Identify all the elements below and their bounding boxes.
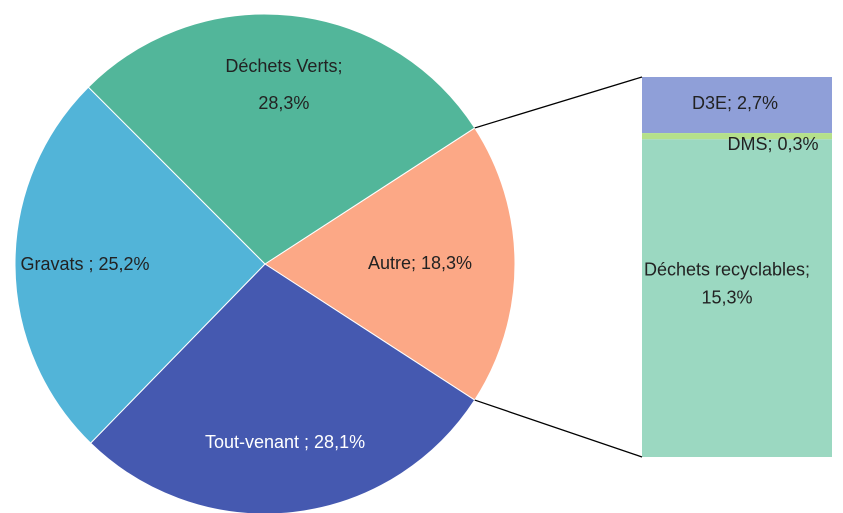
label-value: 0,3% [777, 134, 818, 154]
data-label: D3E; 2,7% [692, 93, 778, 113]
label-category: Gravats ; [20, 254, 93, 274]
data-label: Déchets Verts; 28,3% [225, 56, 342, 113]
label-category: Autre; [368, 253, 416, 273]
label-value: 18,3% [421, 253, 472, 273]
label-value: 28,1% [314, 432, 365, 452]
bar-segment [642, 77, 832, 134]
data-label: Déchets recyclables; 15,3% [644, 259, 810, 307]
data-label: Tout-venant ; 28,1% [205, 432, 365, 452]
label-category: Déchets recyclables; [644, 259, 810, 279]
data-label: Autre; 18,3% [368, 253, 472, 273]
connector [474, 76, 643, 129]
label-value: 28,3% [258, 93, 309, 113]
pie-slice [264, 127, 516, 401]
connector [474, 399, 643, 458]
pie-slice [89, 263, 476, 513]
label-value: 2,7% [737, 93, 778, 113]
bar-segment [642, 133, 832, 140]
label-category: Déchets Verts; [225, 56, 342, 76]
data-label: DMS; 0,3% [727, 134, 818, 154]
pie-slice [87, 13, 476, 265]
label-category: DMS; [727, 134, 772, 154]
data-label: Gravats ; 25,2% [20, 254, 149, 274]
pie-slice [14, 86, 266, 444]
bar-segment [642, 139, 832, 457]
label-value: 15,3% [701, 287, 752, 307]
label-category: D3E; [692, 93, 732, 113]
label-category: Tout-venant ; [205, 432, 309, 452]
label-value: 25,2% [98, 254, 149, 274]
